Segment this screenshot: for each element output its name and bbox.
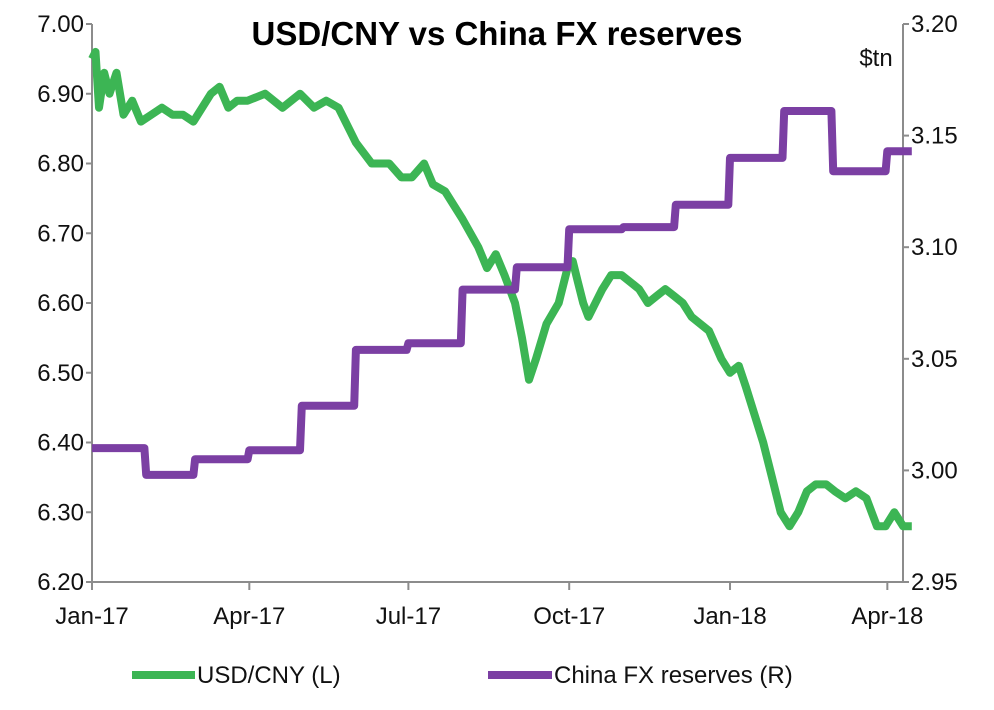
left-tick-label: 6.70 bbox=[37, 220, 84, 247]
right-tick-label: 3.05 bbox=[911, 346, 958, 373]
left-tick-label: 7.00 bbox=[37, 11, 84, 38]
series-group bbox=[88, 47, 912, 531]
left-tick-label: 6.90 bbox=[37, 81, 84, 108]
series-line-usdcny bbox=[88, 47, 912, 531]
right-axis-unit: $tn bbox=[859, 45, 892, 72]
left-tick-label: 6.50 bbox=[37, 360, 84, 387]
chart-title: USD/CNY vs China FX reserves bbox=[252, 15, 743, 52]
left-tick-label: 6.30 bbox=[37, 499, 84, 526]
x-tick-label: Oct-17 bbox=[533, 603, 605, 630]
left-tick-label: 6.20 bbox=[37, 569, 84, 596]
right-tick-label: 3.00 bbox=[911, 457, 958, 484]
x-tick-label: Apr-17 bbox=[213, 603, 285, 630]
x-tick-label: Jan-18 bbox=[693, 603, 766, 630]
right-tick-label: 3.15 bbox=[911, 123, 958, 150]
legend-label-usdcny: USD/CNY (L) bbox=[197, 662, 341, 689]
x-tick-label: Jan-17 bbox=[55, 603, 128, 630]
x-tick-label: Jul-17 bbox=[376, 603, 441, 630]
legend: USD/CNY (L) China FX reserves (R) bbox=[132, 662, 793, 689]
right-tick-label: 2.95 bbox=[911, 569, 958, 596]
series-line-reserves bbox=[92, 107, 912, 479]
x-tick-label: Apr-18 bbox=[851, 603, 923, 630]
right-tick-label: 3.10 bbox=[911, 234, 958, 261]
left-tick-label: 6.60 bbox=[37, 290, 84, 317]
right-tick-label: 3.20 bbox=[911, 11, 958, 38]
legend-label-reserves: China FX reserves (R) bbox=[554, 662, 793, 689]
axes-group: 6.20 6.30 6.40 6.50 6.60 6.70 6.80 6.90 7.00 2.95… bbox=[37, 11, 957, 630]
left-tick-label: 6.80 bbox=[37, 151, 84, 178]
left-tick-label: 6.40 bbox=[37, 430, 84, 457]
